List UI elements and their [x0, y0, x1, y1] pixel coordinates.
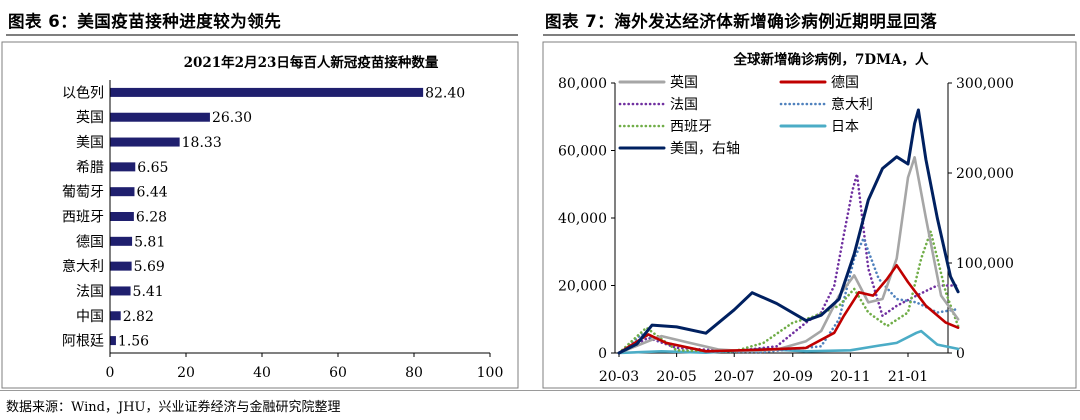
line-x-tick-label-2: 20-07 — [714, 369, 754, 385]
line-left-tick-label-3: 60,000 — [558, 144, 607, 160]
legend-label-1: 德国 — [831, 75, 859, 91]
bar-6 — [110, 236, 133, 246]
bar-value-label-7: 5.69 — [134, 259, 165, 275]
bar-value-label-2: 18.33 — [182, 135, 222, 151]
line-right-tick-label-0: 0 — [956, 346, 965, 362]
bar-category-label-8: 法国 — [76, 284, 104, 300]
bar-8 — [110, 286, 131, 296]
bar-7 — [110, 261, 132, 271]
bar-category-label-7: 意大利 — [62, 258, 104, 275]
bar-category-label-1: 英国 — [76, 109, 104, 126]
line-x-tick-label-3: 20-09 — [773, 369, 813, 385]
line-left-tick-label-4: 80,000 — [558, 76, 607, 92]
line-x-tick-label-1: 20-05 — [656, 369, 696, 385]
line-left-tick-label-2: 40,000 — [558, 211, 607, 227]
line-left-tick-label-1: 20,000 — [558, 279, 607, 295]
figure7-title: 图表 7：海外发达经济体新增确诊病例近期明显回落 — [545, 12, 938, 31]
bar-value-label-0: 82.40 — [425, 85, 465, 101]
bar-1 — [110, 112, 210, 122]
bar-value-label-8: 5.41 — [133, 284, 164, 300]
series-line-0 — [617, 329, 960, 355]
figure6-title-rule — [6, 34, 518, 36]
bar-x-tick-label-0: 0 — [106, 365, 115, 381]
series-line-5 — [617, 264, 960, 355]
bar-category-label-10: 阿根廷 — [62, 334, 104, 350]
bar-category-label-5: 西班牙 — [62, 210, 104, 226]
series-line-1 — [617, 172, 960, 355]
legend-label-3: 意大利 — [831, 96, 873, 113]
bar-x-tick-label-2: 40 — [253, 365, 271, 381]
bar-value-label-4: 6.44 — [136, 185, 167, 201]
line-right-tick-label-2: 200,000 — [956, 166, 1014, 182]
legend-label-6: 美国，右轴 — [670, 141, 740, 157]
legend-label-4: 西班牙 — [670, 119, 712, 135]
source-rule — [0, 390, 1080, 391]
bar-x-tick-label-4: 80 — [405, 365, 423, 381]
bar-category-label-3: 希腊 — [76, 160, 104, 176]
bar-9 — [110, 311, 121, 321]
data-source-note: 数据来源：Wind，JHU，兴业证券经济与金融研究院整理 — [6, 400, 341, 415]
bar-category-label-0: 以色列 — [62, 84, 104, 101]
bar-chart-frame — [1, 41, 519, 389]
legend-label-0: 英国 — [670, 74, 698, 91]
bar-category-label-4: 葡萄牙 — [62, 185, 104, 201]
bar-value-label-5: 6.28 — [136, 210, 167, 226]
legend-label-2: 法国 — [670, 97, 698, 113]
line-right-tick-label-1: 100,000 — [956, 256, 1014, 272]
bar-value-label-9: 2.82 — [123, 309, 154, 325]
series-line-6 — [617, 108, 960, 355]
line-x-tick-label-0: 20-03 — [599, 369, 639, 385]
line-left-tick-label-0: 0 — [598, 346, 607, 362]
line-x-tick-label-5: 21-01 — [888, 369, 928, 385]
bar-x-tick-label-5: 100 — [477, 365, 504, 381]
bar-10 — [110, 336, 116, 346]
figure6-title: 图表 6：美国疫苗接种进度较为领先 — [8, 12, 282, 31]
line-right-tick-label-3: 300,000 — [956, 76, 1014, 92]
bar-x-tick-label-1: 20 — [177, 365, 195, 381]
bar-value-label-3: 6.65 — [137, 160, 168, 176]
legend-label-5: 日本 — [831, 119, 859, 135]
bar-x-tick-label-3: 60 — [329, 365, 347, 381]
bar-category-label-6: 德国 — [76, 234, 104, 250]
bar-value-label-1: 26.30 — [212, 110, 252, 126]
line-chart-title: 全球新增确诊病例，7DMA，人 — [732, 51, 929, 68]
figure7-title-rule — [543, 34, 1075, 36]
vaccination-bar-chart: 2021年2月23日每百人新冠疫苗接种数量 以色列 82.40 英国 26.30 美国 1… — [1, 41, 519, 389]
series-line-2 — [617, 237, 960, 355]
bar-chart-title: 2021年2月23日每百人新冠疫苗接种数量 — [184, 54, 439, 71]
bar-5 — [110, 212, 134, 221]
bar-category-label-2: 美国 — [76, 135, 104, 151]
bar-value-label-6: 5.81 — [134, 234, 165, 250]
bar-category-label-9: 中国 — [76, 309, 104, 325]
bar-value-label-10: 1.56 — [118, 334, 149, 350]
bar-4 — [110, 187, 135, 197]
cases-line-chart: 全球新增确诊病例，7DMA，人 0 20,000 40,000 60,000 80,00… — [542, 41, 1077, 389]
line-chart-frame — [542, 41, 1077, 389]
bar-3 — [110, 162, 136, 172]
line-x-tick-label-4: 20-11 — [830, 369, 870, 385]
bar-0 — [110, 87, 424, 97]
bar-2 — [110, 137, 180, 147]
